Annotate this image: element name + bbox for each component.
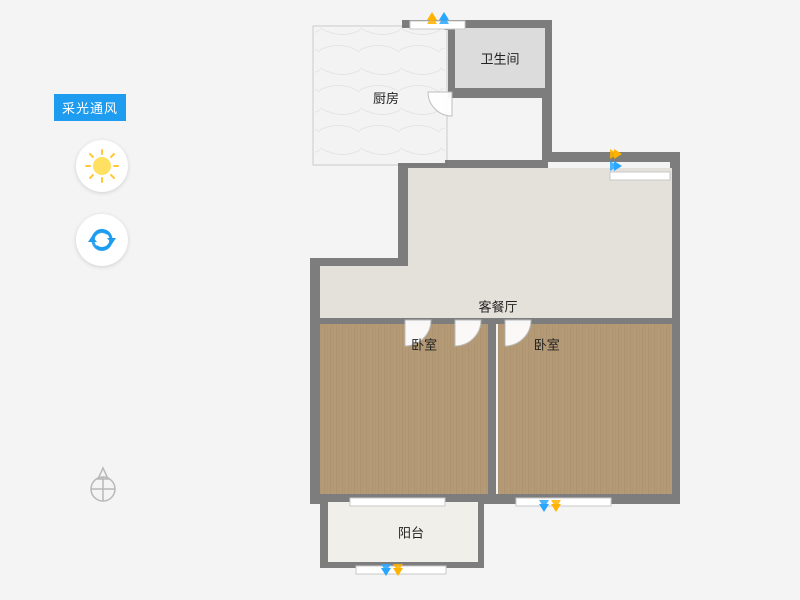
window: [610, 172, 670, 180]
svg-text:卧室: 卧室: [534, 337, 560, 352]
bedroom1-floor: [320, 324, 488, 494]
living-floor: [408, 168, 672, 318]
svg-text:卧室: 卧室: [411, 337, 437, 352]
bedroom2-floor: [498, 324, 672, 494]
svg-text:厨房: 厨房: [373, 91, 399, 106]
svg-text:阳台: 阳台: [398, 525, 424, 540]
window: [410, 21, 465, 29]
svg-text:卫生间: 卫生间: [480, 51, 519, 66]
floorplan: 厨房 卫生间客餐厅卧室 卧室阳台: [0, 0, 800, 600]
window: [350, 498, 445, 506]
svg-text:客餐厅: 客餐厅: [478, 299, 517, 314]
window: [516, 498, 611, 506]
